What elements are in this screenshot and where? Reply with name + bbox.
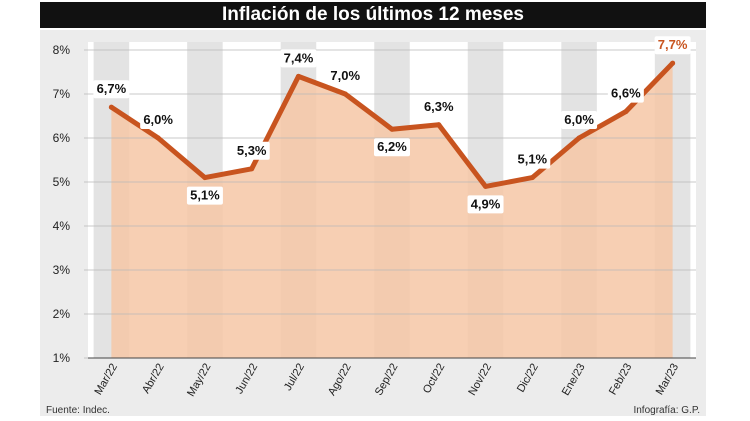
data-point	[529, 175, 535, 181]
data-label-bg	[561, 111, 598, 129]
data-label-bg	[93, 80, 130, 99]
x-tick-label: Dic/22	[515, 362, 541, 395]
data-label-bg	[140, 111, 177, 129]
data-label-bg	[514, 150, 551, 169]
data-label-bg	[327, 67, 364, 85]
y-tick-label: 5%	[53, 175, 71, 189]
data-label-bg	[233, 141, 270, 160]
y-tick-label: 1%	[53, 351, 71, 365]
data-label-bg	[467, 195, 504, 214]
x-tick-label: Mar/23	[654, 362, 682, 398]
data-point	[670, 60, 676, 66]
data-point	[108, 104, 114, 110]
data-label-bg	[280, 49, 317, 68]
x-tick-label: Mar/22	[92, 362, 120, 398]
data-label: 7,7%	[658, 37, 688, 52]
x-tick-label: Oct/22	[421, 362, 448, 396]
data-point	[483, 183, 489, 189]
y-tick-label: 6%	[53, 131, 71, 145]
data-label-bg	[607, 84, 644, 103]
data-point	[576, 135, 582, 141]
data-label: 6,2%	[377, 139, 407, 154]
data-point	[295, 73, 301, 79]
data-label: 6,6%	[611, 86, 641, 101]
data-point	[342, 91, 348, 97]
data-label: 7,0%	[330, 68, 360, 83]
data-label: 5,1%	[190, 188, 220, 203]
x-tick-label: Abr/22	[140, 362, 167, 396]
data-label: 7,4%	[284, 50, 314, 65]
area-fill	[111, 63, 673, 358]
data-point	[249, 166, 255, 172]
y-tick-label: 3%	[53, 263, 71, 277]
data-label: 6,7%	[97, 81, 127, 96]
data-label-bg	[420, 97, 457, 116]
data-label-bg	[654, 36, 691, 55]
x-tick-label: Nov/22	[466, 362, 494, 398]
x-tick-label: Feb/23	[607, 362, 635, 398]
source-note: Fuente: Indec.	[46, 405, 110, 416]
data-label: 5,3%	[237, 143, 267, 158]
data-point	[202, 175, 208, 181]
x-tick-label: Sep/22	[373, 362, 401, 398]
y-tick-label: 2%	[53, 307, 71, 321]
data-point	[155, 135, 161, 141]
data-point	[436, 122, 442, 128]
x-tick-label: May/22	[185, 362, 213, 399]
y-tick-label: 4%	[53, 219, 71, 233]
x-tick-label: Ago/22	[326, 362, 354, 398]
y-tick-label: 7%	[53, 87, 71, 101]
x-tick-label: Jul/22	[282, 362, 307, 393]
data-label: 6,0%	[564, 112, 594, 127]
data-label: 6,0%	[143, 112, 173, 127]
data-label: 4,9%	[471, 196, 501, 211]
data-label-bg	[186, 186, 223, 205]
data-point	[623, 109, 629, 115]
data-label-bg	[374, 138, 410, 157]
infographic-credit: Infografía: G.P.	[633, 405, 700, 416]
y-tick-label: 8%	[53, 43, 71, 57]
x-tick-label: Ene/23	[560, 362, 588, 398]
data-label: 5,1%	[517, 152, 547, 167]
data-label: 6,3%	[424, 99, 454, 114]
data-point	[389, 126, 395, 132]
x-tick-label: Jun/22	[233, 362, 260, 397]
chart-title: Inflación de los últimos 12 meses	[40, 2, 706, 28]
